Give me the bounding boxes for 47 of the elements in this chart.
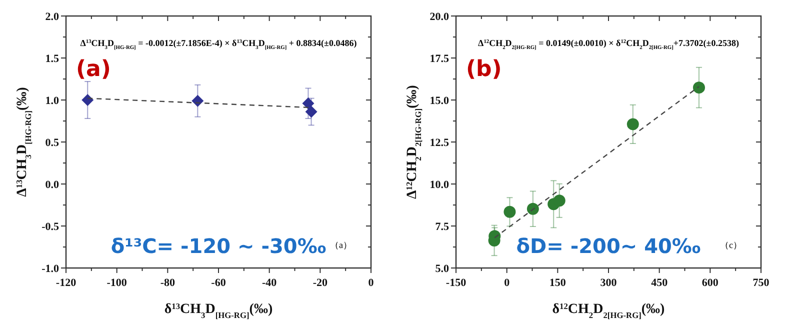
x-tick-label: -20 <box>312 277 328 289</box>
y-tick-label: -1.0 <box>42 263 60 275</box>
point <box>302 97 314 110</box>
annotation: (a) <box>76 57 111 82</box>
y-tick-label: 7.5 <box>435 221 450 233</box>
text: Δ$^{12}$CH$_{2}$D$_{2[HG-RG]}$ = 0.0149(±0.0010) × δ$^{12}$CH$_{2}$D$_{2[HG-RG]}$+7.3702(±0.2538) <box>478 38 739 51</box>
x-tick-label: 0 <box>504 277 510 289</box>
x-tick-label: -40 <box>262 277 278 289</box>
y-tick-label: 1.0 <box>45 95 60 107</box>
point <box>504 206 516 218</box>
x-axis-title: δ$^{12}$CH$_{2}$D$_{2[HG-RG]}$(‰) <box>552 302 666 320</box>
x-tick-label: -80 <box>160 277 176 289</box>
annotation: （c） <box>720 240 742 250</box>
x-tick-label: 600 <box>702 277 719 289</box>
y-tick-label: 0.5 <box>45 137 60 149</box>
y-tick-label: 15.0 <box>430 95 450 107</box>
x-axis-title: δ$^{13}$CH$_{3}$D$_{[HG-RG]}$(‰) <box>164 302 273 320</box>
y-tick-label: 1.5 <box>45 53 60 65</box>
x-tick-label: 150 <box>549 277 566 289</box>
y-tick-label: 17.5 <box>430 53 450 65</box>
x-tick-label: 0 <box>368 277 374 289</box>
point <box>192 94 204 107</box>
annotation: δ¹³C= -120 ~ -30‰ <box>110 234 326 258</box>
y-tick-label: 10.0 <box>430 179 450 191</box>
x-tick-label: -120 <box>56 277 77 289</box>
y-tick-label: 5.0 <box>435 263 450 275</box>
point <box>305 106 318 118</box>
point <box>626 118 639 130</box>
point <box>553 194 566 207</box>
annotation: (b) <box>466 57 502 82</box>
point <box>526 202 539 215</box>
x-tick-label: -150 <box>446 277 467 289</box>
y-tick-label: 2.0 <box>45 11 60 23</box>
y-tick-label: 12.5 <box>430 137 450 149</box>
x-tick-label: -100 <box>106 277 128 289</box>
text: Δ$^{13}$CH$_{3}$D$_{[HG-RG]}$ = -0.0012(±7.1856E-4) × δ$^{13}$CH$_{3}$D$_{[HG-RG]}$ + 0.8834(±0.0486) <box>80 38 357 51</box>
x-tick-label: -60 <box>211 277 226 289</box>
x-tick-label: 300 <box>600 277 618 289</box>
y-tick-label: 20.0 <box>430 11 450 23</box>
x-tick-label: 450 <box>651 277 668 289</box>
y-tick-label: 0.0 <box>45 179 60 191</box>
annotation: δD= -200~ 40‰ <box>516 234 701 258</box>
y-tick-label: -0.5 <box>42 221 60 233</box>
point <box>82 94 94 106</box>
point <box>692 82 705 94</box>
annotation: （a） <box>330 240 352 250</box>
x-tick-label: 750 <box>752 277 770 289</box>
